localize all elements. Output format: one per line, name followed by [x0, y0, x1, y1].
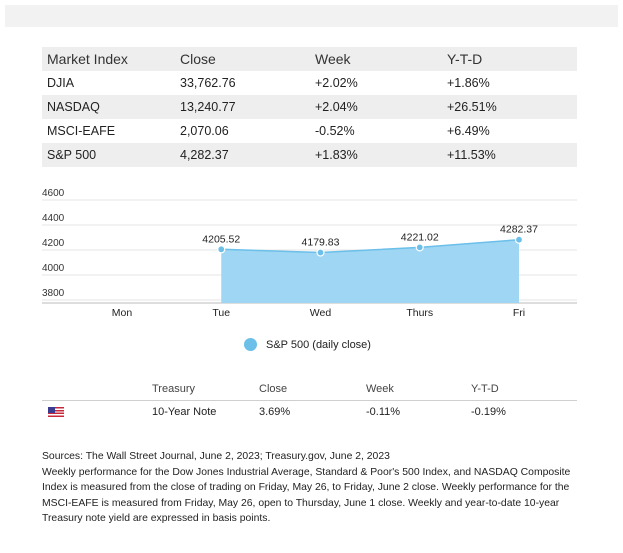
data-point [316, 248, 325, 257]
y-tick-label: 4600 [42, 188, 65, 199]
y-tick-label: 3800 [42, 288, 65, 299]
index-close: 2,070.06 [180, 124, 229, 138]
index-week: +1.83% [310, 143, 442, 167]
index-week: +2.04% [310, 95, 442, 119]
treasury-name: 10-Year Note [152, 406, 217, 418]
table-row: 10-Year Note 3.69% -0.11% -0.19% [42, 401, 577, 424]
data-point [415, 243, 424, 252]
index-week: +2.02% [315, 76, 358, 90]
x-tick-label: Mon [112, 307, 133, 319]
series-line [221, 238, 520, 254]
treasury-close: 3.69% [259, 406, 291, 418]
col-header-close: Close [175, 47, 310, 71]
index-close: 33,762.76 [180, 76, 236, 90]
data-label: 4282.37 [500, 224, 538, 236]
index-close: 4,282.37 [175, 143, 310, 167]
data-point [217, 245, 226, 254]
table-row: MSCI-EAFE 2,070.06 -0.52% +6.49% [42, 119, 577, 143]
col-header-treasury: Treasury [152, 378, 259, 401]
x-tick-label: Fri [513, 307, 525, 319]
legend-label: S&P 500 (daily close) [266, 338, 371, 351]
index-name: DJIA [47, 76, 75, 90]
index-name: NASDAQ [42, 95, 175, 119]
col-header-close: Close [259, 378, 366, 401]
x-tick-label: Wed [310, 307, 332, 319]
data-label: 4221.02 [401, 231, 439, 243]
sp500-area-chart: 3800 4000 4200 4400 4600 4205.52 4179.83 4221.0… [42, 188, 577, 319]
top-bar [5, 5, 618, 27]
x-tick-label: Tue [212, 307, 230, 319]
table-row: DJIA 33,762.76 +2.02% +1.86% [42, 71, 577, 95]
index-name: S&P 500 [42, 143, 175, 167]
col-header-market-index: Market Index [42, 47, 175, 71]
col-header-ytd: Y-T-D [442, 47, 577, 71]
data-point [514, 235, 524, 244]
index-name: MSCI-EAFE [47, 124, 116, 138]
market-table-header: Market Index Close Week Y-T-D [42, 47, 577, 71]
y-tick-label: 4200 [42, 238, 65, 249]
data-label: 4205.52 [202, 233, 240, 245]
treasury-table: Treasury Close Week Y-T-D 10-Year Note 3… [42, 378, 577, 423]
index-ytd: +26.51% [442, 95, 577, 119]
treasury-table-header: Treasury Close Week Y-T-D [42, 378, 577, 401]
table-row: S&P 500 4,282.37 +1.83% +11.53% [42, 143, 577, 167]
y-tick-label: 4000 [42, 263, 65, 274]
market-index-table: Market Index Close Week Y-T-D DJIA 33,76… [42, 47, 577, 167]
sources-note: Sources: The Wall Street Journal, June 2… [42, 449, 587, 527]
us-flag-icon [48, 407, 64, 418]
methodology-note: Weekly performance for the Dow Jones Ind… [42, 466, 571, 525]
legend-marker [244, 338, 257, 351]
flag-cell [42, 401, 152, 424]
treasury-week: -0.11% [366, 406, 401, 418]
index-close: 13,240.77 [175, 95, 310, 119]
treasury-ytd: -0.19% [471, 406, 506, 418]
x-tick-label: Thurs [406, 307, 433, 319]
y-tick-label: 4400 [42, 213, 65, 224]
sources-line: Sources: The Wall Street Journal, June 2… [42, 451, 390, 462]
index-ytd: +1.86% [447, 76, 490, 90]
col-header-flag [42, 378, 152, 401]
col-header-ytd: Y-T-D [471, 378, 577, 401]
series-area [221, 239, 519, 303]
col-header-week: Week [366, 378, 471, 401]
data-label: 4179.83 [302, 237, 340, 249]
index-ytd: +11.53% [442, 143, 577, 167]
index-ytd: +6.49% [447, 124, 490, 138]
col-header-week: Week [310, 47, 442, 71]
index-week: -0.52% [315, 124, 355, 138]
chart-legend: S&P 500 (daily close) [244, 338, 371, 351]
table-row: NASDAQ 13,240.77 +2.04% +26.51% [42, 95, 577, 119]
